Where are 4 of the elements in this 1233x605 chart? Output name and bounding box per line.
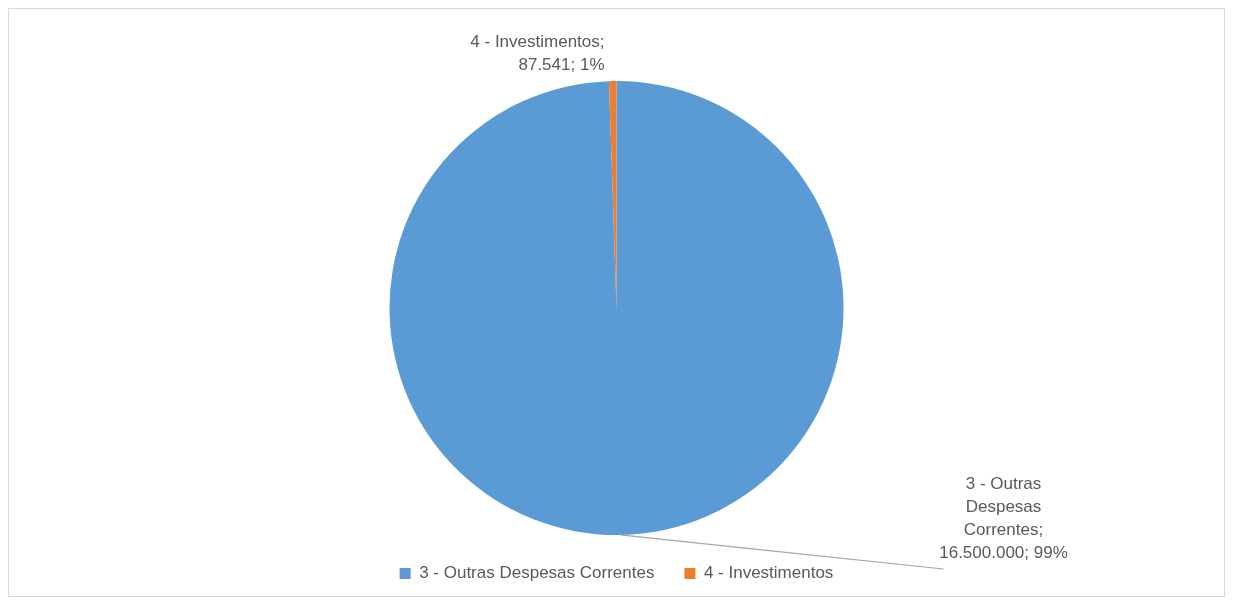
- data-label: 4 - Investimentos; 87.541; 1%: [470, 32, 605, 75]
- data-label: 3 - Outras Despesas Correntes; 16.500.000; 99%: [939, 474, 1068, 563]
- legend-label: 3 - Outras Despesas Correntes: [419, 563, 655, 583]
- legend-label: 4 - Investimentos: [703, 563, 834, 583]
